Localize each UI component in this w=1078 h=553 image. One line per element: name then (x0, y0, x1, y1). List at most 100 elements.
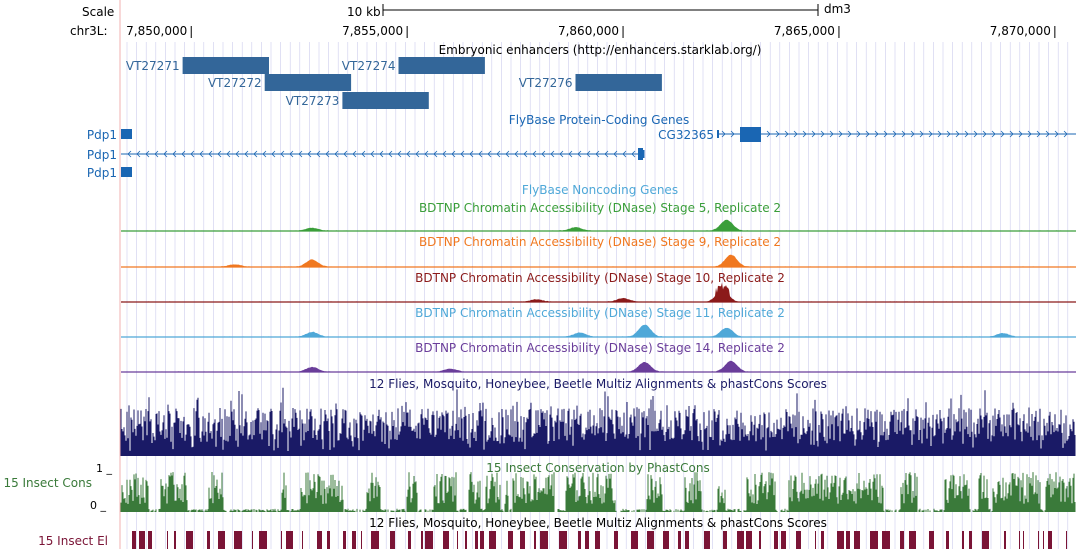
conserved-element[interactable] (704, 531, 710, 549)
enhancer-feature[interactable] (575, 74, 662, 91)
conserved-element[interactable] (443, 531, 449, 549)
conserved-element[interactable] (148, 531, 152, 549)
conserved-element[interactable] (796, 531, 801, 549)
conserved-element[interactable] (540, 531, 548, 549)
enhancer-label[interactable]: VT27274 (342, 59, 396, 73)
conserved-element[interactable] (909, 531, 916, 549)
conserved-element[interactable] (167, 531, 168, 549)
conserved-element[interactable] (343, 531, 346, 549)
elements-side-label[interactable]: 15 Insect El (38, 534, 108, 548)
dnase-signal[interactable] (121, 324, 1076, 337)
enhancer-feature[interactable] (398, 57, 485, 74)
conserved-element[interactable] (508, 531, 513, 549)
conserved-element[interactable] (302, 531, 303, 549)
conserved-element[interactable] (559, 531, 567, 549)
conserved-element[interactable] (327, 531, 330, 549)
enhancer-feature[interactable] (182, 57, 269, 74)
gene-label-cg32365[interactable]: CG32365 (658, 128, 714, 142)
conserved-element[interactable] (408, 531, 411, 549)
conserved-element[interactable] (352, 531, 356, 549)
conserved-element[interactable] (900, 531, 904, 549)
conserved-element[interactable] (737, 531, 744, 549)
conserved-element[interactable] (218, 531, 225, 549)
conserved-element[interactable] (1023, 531, 1024, 549)
conserved-element[interactable] (1004, 531, 1006, 549)
conserved-element[interactable] (882, 531, 890, 549)
gene-label-pdp1[interactable]: Pdp1 (87, 148, 117, 162)
conserved-element[interactable] (186, 531, 193, 549)
conserved-element[interactable] (759, 531, 761, 549)
conserved-element[interactable] (969, 531, 972, 549)
enhancer-label[interactable]: VT27272 (208, 76, 262, 90)
gene-exon[interactable] (717, 130, 719, 138)
conserved-element[interactable] (614, 531, 618, 549)
conserved-element[interactable] (425, 531, 433, 549)
dnase-signal[interactable] (121, 219, 1076, 231)
gene-label-pdp1[interactable]: Pdp1 (87, 128, 117, 142)
conserved-element[interactable] (234, 531, 242, 549)
conserved-element[interactable] (1048, 531, 1052, 549)
conserved-element[interactable] (371, 531, 379, 549)
conserved-element[interactable] (317, 531, 322, 549)
conserved-element[interactable] (465, 531, 467, 549)
conserved-element[interactable] (1043, 531, 1044, 549)
conserved-element[interactable] (578, 531, 581, 549)
phastcons-side-label[interactable]: 15 Insect Cons (3, 476, 92, 490)
gene-label-pdp1[interactable]: Pdp1 (87, 166, 117, 180)
conserved-element[interactable] (631, 531, 638, 549)
multiz-track[interactable] (120, 387, 1076, 456)
conserved-element[interactable] (259, 531, 267, 549)
enhancer-track[interactable]: VT27271 VT27274 VT27272 VT27276 VT27273 (126, 57, 662, 109)
conserved-element[interactable] (663, 531, 669, 549)
conserved-element[interactable] (252, 531, 253, 549)
conserved-element[interactable] (132, 531, 136, 549)
conserved-element[interactable] (723, 531, 727, 549)
conserved-element[interactable] (361, 531, 362, 549)
conserved-element[interactable] (1019, 531, 1020, 549)
conserved-element[interactable] (174, 531, 176, 549)
conserved-element[interactable] (139, 531, 145, 549)
conserved-element[interactable] (647, 531, 654, 549)
gene-exon[interactable] (643, 150, 645, 158)
conserved-element[interactable] (821, 531, 824, 549)
conserved-element[interactable] (846, 531, 850, 549)
conserved-element[interactable] (854, 531, 860, 549)
enhancer-feature[interactable] (342, 92, 429, 109)
conserved-element[interactable] (534, 531, 536, 549)
conserved-element[interactable] (815, 531, 816, 549)
enhancer-feature[interactable] (264, 74, 352, 91)
conserved-element[interactable] (421, 531, 423, 549)
conserved-element[interactable] (781, 531, 786, 549)
conserved-element[interactable] (475, 531, 478, 549)
gene-exon[interactable] (121, 167, 132, 177)
conserved-element[interactable] (837, 531, 844, 549)
conserved-element[interactable] (678, 531, 681, 549)
enhancer-label[interactable]: VT27271 (126, 59, 180, 73)
gene-exon[interactable] (740, 127, 761, 142)
phastcons-track[interactable] (120, 472, 1076, 512)
dnase-tracks[interactable]: BDTNP Chromatin Accessibility (DNase) St… (121, 201, 1076, 373)
conserved-element[interactable] (929, 531, 934, 549)
dnase-signal[interactable] (121, 254, 1076, 267)
gene-exon[interactable] (121, 129, 132, 139)
gene-exon[interactable] (638, 148, 643, 160)
conserved-element[interactable] (390, 531, 395, 549)
conserved-element[interactable] (685, 531, 689, 549)
conserved-element[interactable] (207, 531, 210, 549)
elements-track[interactable] (132, 531, 1067, 549)
conserved-element[interactable] (489, 531, 496, 549)
conserved-element[interactable] (774, 531, 778, 549)
conserved-element[interactable] (585, 531, 589, 549)
conserved-element[interactable] (1066, 531, 1067, 549)
dnase-signal[interactable] (121, 360, 1076, 372)
conserved-element[interactable] (946, 531, 949, 549)
dnase-signal[interactable] (121, 282, 1076, 303)
conserved-element[interactable] (480, 531, 484, 549)
conserved-element[interactable] (982, 531, 989, 549)
conserved-element[interactable] (962, 531, 964, 549)
conserved-element[interactable] (595, 531, 600, 549)
conserved-element[interactable] (746, 531, 752, 549)
conserved-element[interactable] (520, 531, 525, 549)
conserved-element[interactable] (286, 531, 293, 549)
